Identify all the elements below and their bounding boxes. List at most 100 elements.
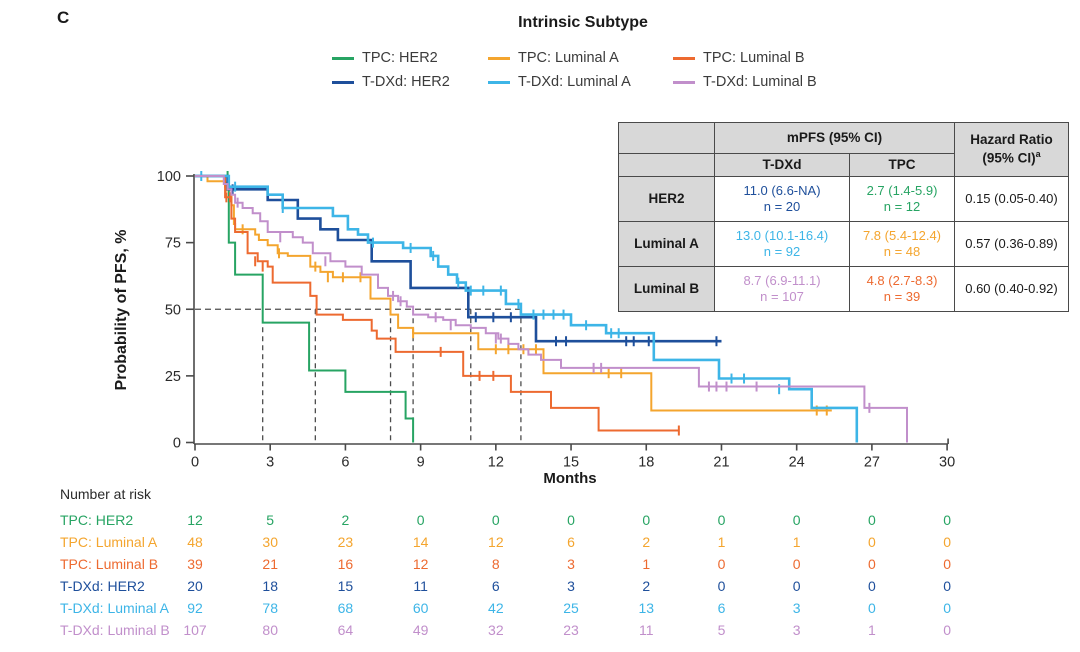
y-tick-label: 100 <box>157 169 181 185</box>
risk-count: 3 <box>567 578 575 594</box>
y-tick-label: 0 <box>173 436 181 452</box>
risk-count: 0 <box>792 512 801 528</box>
chart-title: Intrinsic Subtype <box>518 14 648 31</box>
risk-count: 13 <box>638 600 655 616</box>
risk-count: 78 <box>262 600 278 616</box>
risk-count: 3 <box>792 622 801 638</box>
risk-count: 0 <box>867 534 876 550</box>
y-tick-label: 50 <box>165 302 181 318</box>
risk-count: 5 <box>717 622 726 638</box>
risk-count: 0 <box>943 578 951 594</box>
km-curve-tpc-her2 <box>195 175 415 443</box>
risk-count: 1 <box>717 534 726 550</box>
risk-count: 16 <box>337 556 354 572</box>
risk-count: 0 <box>491 512 500 528</box>
legend-swatch <box>332 80 354 84</box>
legend-label: T-DXd: HER2 <box>362 74 450 90</box>
legend-swatch <box>673 56 695 60</box>
risk-count: 107 <box>183 622 207 638</box>
risk-count: 0 <box>943 622 951 638</box>
risk-count: 1 <box>792 534 801 550</box>
stats-corner-cell <box>618 122 715 154</box>
stats-hr-value: 0.57 (0.36-0.89) <box>954 221 1069 267</box>
risk-count: 0 <box>416 512 425 528</box>
x-tick-label: 6 <box>341 455 349 471</box>
risk-count: 3 <box>792 600 801 616</box>
risk-count: 60 <box>412 600 429 616</box>
risk-row-label: T-DXd: Luminal B <box>60 622 170 638</box>
stats-header-mpfs: mPFS (95% CI) <box>714 122 955 154</box>
stats-row-label: Luminal B <box>618 266 715 312</box>
risk-count: 12 <box>187 512 203 528</box>
mpfs-hazard-ratio-table: mPFS (95% CI) Hazard Ratio (95% CI)a T-DXd T… <box>618 122 1069 312</box>
stats-row-label: HER2 <box>618 176 715 222</box>
risk-count: 0 <box>792 556 801 572</box>
x-tick-label: 9 <box>417 455 425 471</box>
legend-item-t-dxd-luminal-b: T-DXd: Luminal B <box>673 74 817 90</box>
risk-count: 39 <box>187 556 203 572</box>
risk-count: 2 <box>642 534 651 550</box>
risk-row-label: TPC: Luminal B <box>60 556 159 572</box>
risk-count: 12 <box>488 534 504 550</box>
risk-count: 6 <box>567 534 575 550</box>
x-tick-label: 0 <box>191 455 199 471</box>
x-tick-label: 21 <box>713 455 729 471</box>
risk-count: 8 <box>491 556 500 572</box>
risk-count: 23 <box>563 622 579 638</box>
risk-count: 32 <box>488 622 504 638</box>
risk-count: 0 <box>867 578 876 594</box>
risk-count: 21 <box>262 556 278 572</box>
risk-count: 0 <box>642 512 651 528</box>
legend-item-tpc-her2: TPC: HER2 <box>332 50 438 66</box>
legend-label: T-DXd: Luminal B <box>703 74 817 90</box>
legend-swatch <box>488 56 510 60</box>
legend-item-t-dxd-her2: T-DXd: HER2 <box>332 74 450 90</box>
risk-count: 0 <box>943 534 951 550</box>
x-tick-label: 30 <box>939 455 955 471</box>
risk-count: 6 <box>491 578 500 594</box>
risk-count: 0 <box>717 556 726 572</box>
legend-label: T-DXd: Luminal A <box>518 74 631 90</box>
risk-count: 92 <box>187 600 203 616</box>
x-tick-label: 12 <box>488 455 504 471</box>
y-tick-label: 75 <box>165 236 181 252</box>
risk-count: 18 <box>262 578 278 594</box>
legend-swatch <box>488 80 510 84</box>
risk-count: 30 <box>262 534 278 550</box>
risk-count: 0 <box>717 578 726 594</box>
risk-count: 0 <box>567 512 575 528</box>
risk-count: 0 <box>867 556 876 572</box>
risk-count: 25 <box>563 600 579 616</box>
stats-header-tpc: TPC <box>849 153 955 177</box>
risk-count: 6 <box>717 600 726 616</box>
risk-count: 49 <box>412 622 429 638</box>
stats-hr-value: 0.60 (0.40-0.92) <box>954 266 1069 312</box>
stats-tdxd-value: 8.7 (6.9-11.1) n = 107 <box>714 266 850 312</box>
number-at-risk-title: Number at risk <box>60 486 152 502</box>
stats-header-tdxd: T-DXd <box>714 153 850 177</box>
stats-tpc-value: 2.7 (1.4-5.9) n = 12 <box>849 176 955 222</box>
stats-tdxd-value: 11.0 (6.6-NA) n = 20 <box>714 176 850 222</box>
risk-count: 2 <box>341 512 350 528</box>
risk-count: 1 <box>867 622 876 638</box>
risk-count: 48 <box>187 534 203 550</box>
risk-count: 42 <box>488 600 504 616</box>
legend-item-t-dxd-luminal-a: T-DXd: Luminal A <box>488 74 631 90</box>
risk-count: 11 <box>413 578 428 594</box>
stats-tpc-value: 4.8 (2.7-8.3) n = 39 <box>849 266 955 312</box>
risk-row-label: TPC: HER2 <box>60 512 134 528</box>
stats-tpc-value: 7.8 (5.4-12.4) n = 48 <box>849 221 955 267</box>
stats-tdxd-value: 13.0 (10.1-16.4) n = 92 <box>714 221 850 267</box>
risk-count: 0 <box>867 512 876 528</box>
risk-count: 0 <box>867 600 876 616</box>
panel-label: C <box>57 8 70 27</box>
stats-row-label: Luminal A <box>618 221 715 267</box>
risk-row-label: T-DXd: HER2 <box>60 578 145 594</box>
risk-count: 1 <box>642 556 651 572</box>
risk-count: 23 <box>337 534 354 550</box>
x-tick-label: 3 <box>266 455 274 471</box>
stats-corner-cell <box>618 153 715 177</box>
risk-count: 0 <box>943 556 951 572</box>
